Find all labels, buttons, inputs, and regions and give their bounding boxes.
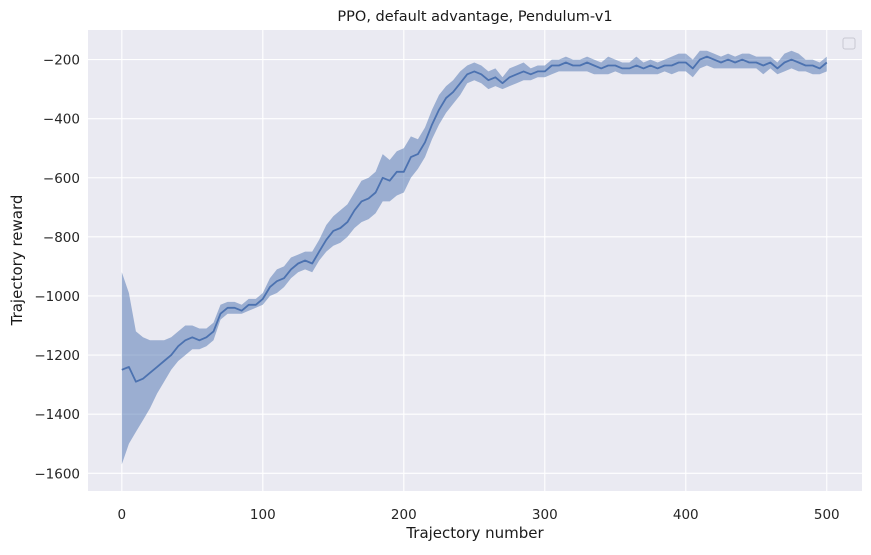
y-tick-label: −400 (43, 112, 80, 128)
y-tick-label: −1600 (34, 466, 80, 482)
y-tick-label: −1200 (34, 348, 80, 364)
legend-box (842, 37, 856, 50)
y-tick-label: −800 (43, 230, 80, 246)
x-tick-label: 0 (118, 507, 127, 523)
y-axis-label: Trajectory reward (8, 195, 26, 327)
y-tick-label: −1400 (34, 407, 80, 423)
y-tick-label: −1000 (34, 289, 80, 305)
y-tick-label: −600 (43, 171, 80, 187)
y-tick-label: −200 (43, 53, 80, 69)
mean-line (121, 55, 828, 383)
x-tick-label: 300 (532, 507, 558, 523)
x-axis-label: Trajectory number (405, 524, 544, 542)
chart-title: PPO, default advantage, Pendulum-v1 (337, 9, 612, 25)
x-tick-label: 500 (814, 507, 840, 523)
tick-labels: 0 100 200 300 400 500 −1600 −1400 −1200 −1000 −800… (34, 53, 839, 523)
x-tick-label: 400 (673, 507, 699, 523)
plot-background (88, 30, 862, 491)
mean-line-layer (121, 55, 828, 383)
x-tick-label: 100 (250, 507, 276, 523)
x-tick-label: 200 (391, 507, 417, 523)
